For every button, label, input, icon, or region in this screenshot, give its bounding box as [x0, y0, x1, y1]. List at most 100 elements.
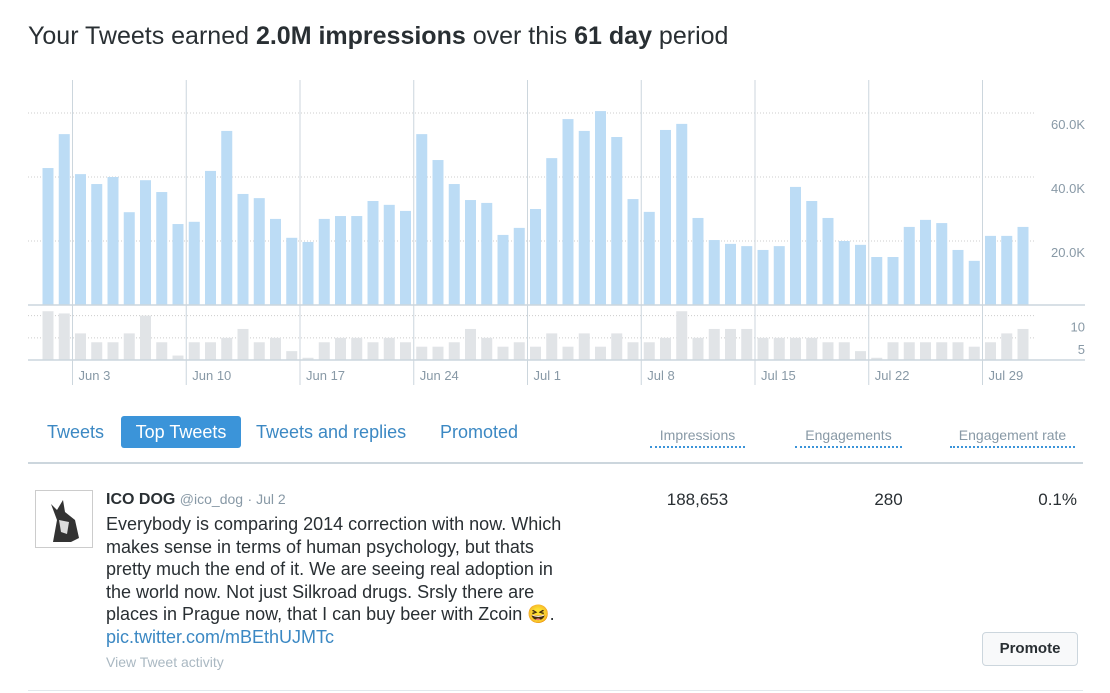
y-tick-label: 5 — [1078, 342, 1085, 357]
bar — [920, 219, 931, 305]
column-header[interactable]: Impressions — [650, 427, 745, 448]
x-tick-label: Jun 10 — [192, 368, 231, 383]
text-line: the world now. Not just Silkroad drugs. … — [106, 581, 535, 602]
bar — [773, 337, 785, 360]
y-tick-label: 40.0K — [1051, 181, 1085, 196]
bar — [58, 313, 70, 360]
bar — [91, 184, 103, 305]
tab[interactable]: Tweets — [47, 422, 105, 442]
bar — [367, 342, 379, 360]
column-header[interactable]: Engagements — [795, 427, 902, 448]
bar — [140, 315, 151, 360]
bar — [140, 180, 151, 305]
y-tick-label: 60.0K — [1051, 117, 1085, 132]
bar — [790, 186, 801, 305]
bar — [936, 342, 948, 360]
bar — [318, 218, 330, 305]
title-part: 2.0M impressions — [255, 22, 466, 50]
bar — [855, 244, 866, 305]
bar — [432, 160, 444, 305]
engagement-rate: 0.1% — [1038, 490, 1077, 509]
bar — [1017, 328, 1029, 360]
title-part: Your Tweets earned — [28, 22, 256, 50]
bar — [692, 217, 704, 305]
bar — [660, 337, 671, 360]
bar — [221, 337, 233, 360]
bar — [286, 351, 298, 360]
bar — [692, 337, 704, 360]
tab-active[interactable]: Top Tweets — [121, 416, 241, 448]
handle[interactable]: @ico_dog — [179, 491, 244, 507]
bar — [172, 224, 184, 305]
bar — [562, 346, 574, 360]
bar — [383, 204, 395, 305]
bar — [855, 351, 866, 360]
bar — [513, 227, 525, 305]
column-header[interactable]: Engagement rate — [950, 427, 1075, 448]
text-line: pretty much the end of it. We are seeing… — [106, 559, 553, 579]
bar — [497, 234, 509, 305]
bar — [42, 311, 54, 360]
bar — [335, 216, 346, 305]
bar — [188, 342, 200, 360]
x-tick-label: Jul 29 — [989, 368, 1024, 383]
bar — [237, 328, 249, 360]
bar — [497, 346, 509, 360]
bar — [822, 342, 834, 360]
bar — [205, 342, 216, 360]
bar — [887, 342, 899, 360]
bar — [968, 260, 980, 305]
impressions: 188,653 — [666, 490, 729, 509]
bar — [773, 246, 785, 305]
bar — [416, 346, 428, 360]
bar — [42, 168, 54, 305]
bar — [676, 311, 688, 360]
tab[interactable]: Tweets and replies — [256, 422, 407, 442]
bar — [58, 134, 70, 305]
chart: 20.0K 40.0K 60.0K 5 10 Jun 3 Jun 10 Jun 17 Jun 2… — [28, 80, 1085, 385]
bar — [156, 342, 168, 360]
bar — [936, 223, 948, 305]
bar — [1001, 235, 1013, 305]
tab[interactable]: Promoted — [440, 422, 519, 442]
promote-button[interactable]: Promote — [982, 632, 1078, 666]
bar — [871, 357, 883, 360]
bar — [611, 137, 623, 305]
divider — [28, 690, 1083, 691]
bar — [725, 243, 736, 305]
bar — [546, 333, 558, 360]
bar — [838, 241, 850, 305]
bar — [221, 130, 233, 305]
bar — [237, 193, 249, 305]
activity-link[interactable]: View Tweet activity — [106, 654, 224, 670]
bar — [562, 119, 574, 305]
bar — [253, 198, 265, 305]
bar — [351, 337, 363, 360]
bar — [920, 342, 931, 360]
x-tick-label: Jul 1 — [534, 368, 561, 383]
bar — [806, 201, 818, 305]
bar — [123, 333, 135, 360]
bar — [123, 212, 135, 305]
x-tick-label: Jun 3 — [79, 368, 111, 383]
bar — [465, 200, 476, 305]
x-tick-label: Jun 24 — [420, 368, 459, 383]
bar — [270, 337, 281, 360]
bar — [757, 337, 769, 360]
bar — [448, 184, 460, 305]
bar — [205, 170, 216, 305]
bar — [708, 328, 720, 360]
bar — [383, 337, 395, 360]
bar — [578, 333, 590, 360]
bar — [1001, 333, 1013, 360]
bar — [725, 328, 736, 360]
bar — [741, 246, 753, 305]
author[interactable]: ICO DOG — [106, 491, 176, 508]
bar — [432, 346, 444, 360]
link[interactable]: pic.twitter.com/mBEthUJMTc — [106, 626, 335, 647]
y-tick-label: 10 — [1071, 320, 1085, 335]
bar — [887, 257, 899, 305]
text-line: makes sense in terms of human psychology… — [106, 536, 534, 557]
engagements: 280 — [874, 490, 903, 509]
